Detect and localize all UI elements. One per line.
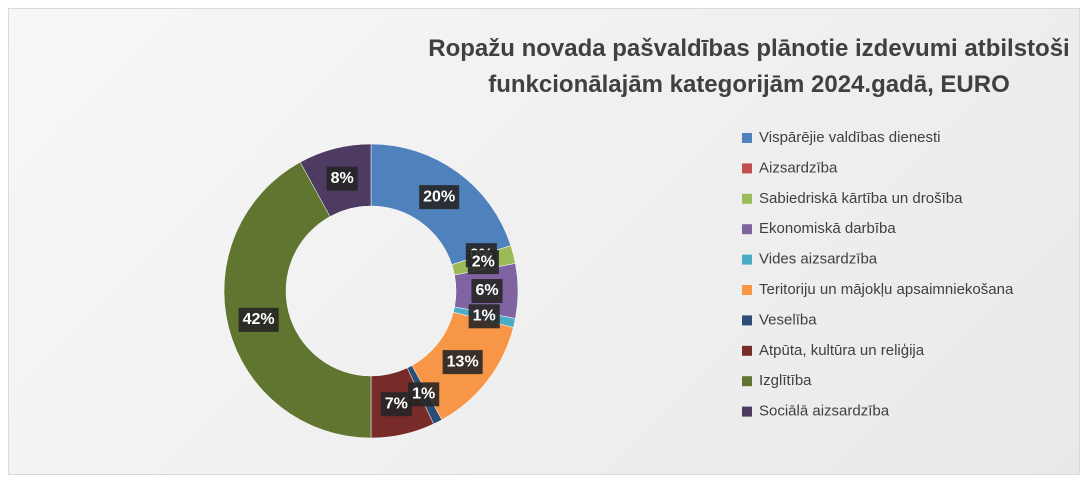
- data-label-box: [380, 392, 412, 417]
- legend-swatch: [742, 315, 752, 326]
- data-label: 1%: [412, 386, 435, 403]
- chart: 20%0%2%6%1%13%1%7%42%8%Vispārējie valdīb…: [8, 8, 1080, 475]
- legend-label: Veselība: [759, 311, 817, 328]
- data-label-box: [467, 250, 499, 275]
- legend-label: Aizsardzība: [759, 159, 838, 176]
- legend-swatch: [742, 254, 752, 265]
- legend-label: Sociālā aizsardzība: [759, 403, 890, 420]
- legend-label: Sabiedriskā kārtība un drošība: [759, 190, 963, 207]
- legend-label: Vispārējie valdības dienesti: [759, 129, 941, 146]
- data-label: 13%: [447, 353, 479, 370]
- legend-swatch: [742, 133, 752, 143]
- donut-slice: [223, 161, 372, 439]
- legend-label: Ekonomiskā darbība: [759, 220, 896, 237]
- data-label-box: [326, 166, 358, 191]
- data-label: 2%: [472, 253, 495, 270]
- legend-swatch: [742, 224, 752, 235]
- data-label-box: [238, 307, 279, 332]
- legend-swatch: [742, 193, 752, 204]
- legend-swatch: [742, 163, 752, 174]
- data-label: 20%: [423, 188, 455, 205]
- legend-label: Vides aizsardzība: [759, 251, 878, 268]
- data-label: 6%: [475, 282, 498, 299]
- data-label-box: [442, 350, 483, 375]
- chart-title: Ropažu novada pašvaldības plānotie izdev…: [428, 35, 1070, 98]
- data-label: 1%: [473, 308, 496, 325]
- legend-swatch: [742, 406, 752, 417]
- data-label-box: [468, 304, 500, 329]
- data-label: 7%: [385, 395, 408, 412]
- data-label: 42%: [243, 311, 275, 328]
- data-label-box: [419, 185, 460, 210]
- plot: 20%0%2%6%1%13%1%7%42%8%Vispārējie valdīb…: [223, 129, 1014, 439]
- legend-swatch: [742, 376, 752, 387]
- legend-label: Atpūta, kultūra un reliģija: [759, 342, 925, 359]
- legend-label: Teritoriju un mājokļu apsaimniekošana: [759, 281, 1014, 298]
- data-label-box: [471, 279, 503, 303]
- legend-label: Izglītība: [759, 372, 812, 389]
- data-label-box: [408, 382, 440, 407]
- data-label: 8%: [331, 170, 354, 187]
- legend-swatch: [742, 345, 752, 356]
- legend-swatch: [742, 285, 752, 295]
